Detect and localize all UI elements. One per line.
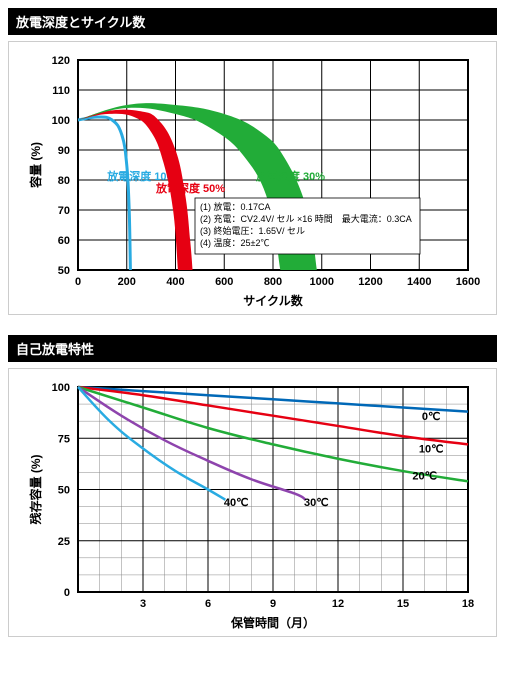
svg-text:放電深度 30%: 放電深度 30% bbox=[254, 169, 324, 183]
svg-text:9: 9 bbox=[269, 598, 275, 610]
svg-text:80: 80 bbox=[57, 175, 69, 187]
svg-text:容量 (%): 容量 (%) bbox=[28, 142, 43, 189]
svg-text:1000: 1000 bbox=[309, 276, 333, 288]
svg-text:100: 100 bbox=[51, 115, 69, 127]
svg-text:75: 75 bbox=[57, 433, 69, 445]
svg-text:18: 18 bbox=[461, 598, 473, 610]
svg-text:50: 50 bbox=[57, 265, 69, 277]
svg-text:600: 600 bbox=[215, 276, 233, 288]
svg-text:15: 15 bbox=[396, 598, 408, 610]
svg-text:1200: 1200 bbox=[358, 276, 382, 288]
svg-text:110: 110 bbox=[52, 85, 70, 97]
svg-text:(3) 終始電圧：1.65V/ セル: (3) 終始電圧：1.65V/ セル bbox=[200, 225, 305, 236]
svg-text:200: 200 bbox=[117, 276, 135, 288]
svg-text:120: 120 bbox=[51, 55, 69, 67]
svg-text:10℃: 10℃ bbox=[418, 444, 443, 456]
svg-text:(1) 放電：0.17CA: (1) 放電：0.17CA bbox=[200, 201, 271, 212]
svg-text:40℃: 40℃ bbox=[223, 497, 248, 509]
svg-text:400: 400 bbox=[166, 276, 184, 288]
svg-text:800: 800 bbox=[263, 276, 281, 288]
svg-text:70: 70 bbox=[57, 205, 69, 217]
svg-text:50: 50 bbox=[57, 485, 69, 497]
svg-text:(4) 温度：25±2℃: (4) 温度：25±2℃ bbox=[200, 237, 269, 248]
svg-text:20℃: 20℃ bbox=[412, 470, 437, 482]
svg-text:0℃: 0℃ bbox=[421, 411, 439, 423]
chart2-svg: 0 25 50 75 100 3 6 9 12 15 18 0℃ 10℃ 20℃ 30℃ 40℃ 保管時間（月）… bbox=[23, 377, 483, 632]
svg-text:残存容量 (%): 残存容量 (%) bbox=[28, 454, 43, 524]
svg-text:25: 25 bbox=[57, 536, 69, 548]
svg-text:放電深度 50%: 放電深度 50% bbox=[155, 181, 225, 195]
svg-text:0: 0 bbox=[63, 587, 69, 599]
chart1-svg: 0 200 400 600 800 1000 1200 1400 1600 50 60 70 80 90 1… bbox=[23, 50, 483, 310]
svg-text:保管時間（月）: 保管時間（月） bbox=[229, 615, 314, 630]
svg-text:0: 0 bbox=[74, 276, 80, 288]
svg-text:サイクル数: サイクル数 bbox=[243, 293, 303, 308]
svg-text:3: 3 bbox=[139, 598, 145, 610]
svg-text:(2) 充電：CV2.4V/ セル ×16 時間 最大電流：: (2) 充電：CV2.4V/ セル ×16 時間 最大電流：0.3CA bbox=[200, 213, 412, 224]
chart2-title: 自己放電特性 bbox=[8, 335, 497, 362]
svg-text:30℃: 30℃ bbox=[304, 497, 329, 509]
svg-text:100: 100 bbox=[51, 382, 69, 394]
svg-text:6: 6 bbox=[204, 598, 210, 610]
svg-text:90: 90 bbox=[57, 145, 69, 157]
svg-text:1400: 1400 bbox=[407, 276, 431, 288]
chart1-container: 0 200 400 600 800 1000 1200 1400 1600 50 60 70 80 90 1… bbox=[8, 41, 497, 315]
svg-text:1600: 1600 bbox=[455, 276, 479, 288]
svg-text:60: 60 bbox=[57, 235, 69, 247]
chart1-title: 放電深度とサイクル数 bbox=[8, 8, 497, 35]
svg-text:12: 12 bbox=[331, 598, 343, 610]
chart2-container: 0 25 50 75 100 3 6 9 12 15 18 0℃ 10℃ 20℃ 30℃ 40℃ 保管時間（月）… bbox=[8, 368, 497, 637]
